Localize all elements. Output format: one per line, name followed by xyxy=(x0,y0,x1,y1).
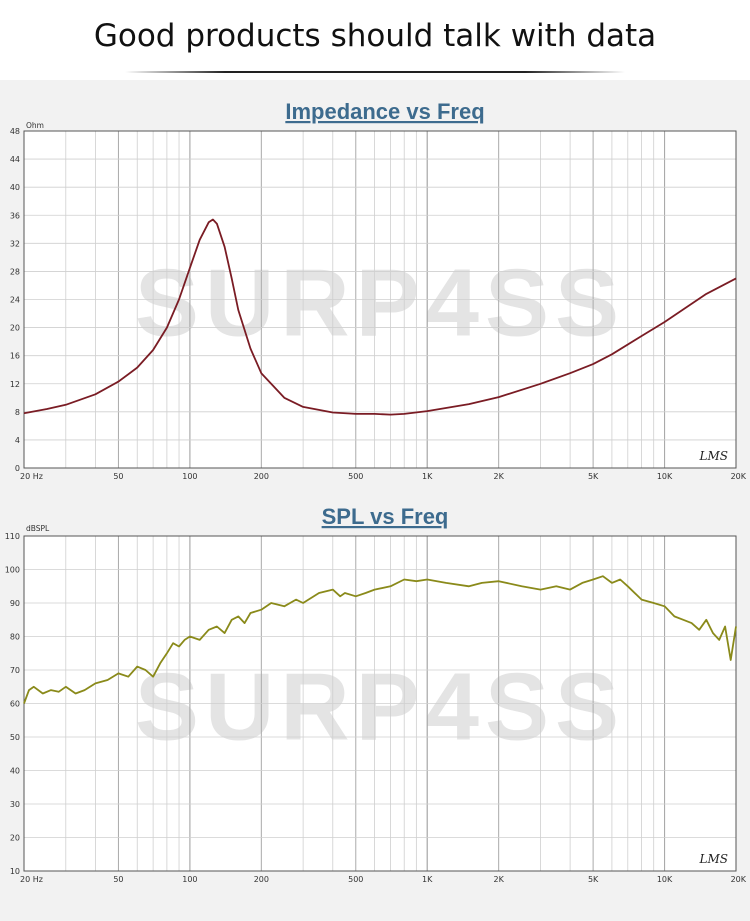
y-tick-label: 20 xyxy=(10,834,20,843)
y-tick-label: 100 xyxy=(5,566,20,575)
page-heading: Good products should talk with data xyxy=(93,18,657,54)
lms-logo: LMS xyxy=(699,449,728,463)
x-tick-label: 200 xyxy=(254,472,269,481)
series-line xyxy=(23,575,737,704)
x-tick-label: 200 xyxy=(254,875,269,884)
y-tick-label: 32 xyxy=(10,239,20,248)
x-tick-label: 20 Hz xyxy=(20,472,43,481)
x-tick-label: 50 xyxy=(113,472,123,481)
chart-spl: SURP4SS 10 20 30 40 50 60 70 80 90 100 110 dBSPL 20 H… xyxy=(5,504,747,884)
y-tick-label: 24 xyxy=(10,296,20,305)
y-tick-label: 48 xyxy=(10,127,20,136)
y-tick-label: 16 xyxy=(10,352,20,361)
y-tick-label: 60 xyxy=(10,700,20,709)
chart-title: SPL vs Freq xyxy=(322,504,449,529)
y-tick-label: 50 xyxy=(10,733,20,742)
y-tick-label: 80 xyxy=(10,633,20,642)
y-tick-label: 110 xyxy=(5,532,20,541)
y-tick-label: 70 xyxy=(10,666,20,675)
x-tick-label: 1K xyxy=(422,472,433,481)
x-tick-label: 20K xyxy=(731,875,747,884)
watermark: SURP4SS xyxy=(135,654,625,761)
x-tick-label: 10K xyxy=(657,472,673,481)
y-tick-label: 44 xyxy=(10,155,20,164)
y-tick-label: 12 xyxy=(10,380,20,389)
heading-underline xyxy=(125,71,625,73)
x-tick-label: 500 xyxy=(348,875,363,884)
x-tick-label: 50 xyxy=(113,875,123,884)
x-tick-label: 10K xyxy=(657,875,673,884)
y-tick-label: 4 xyxy=(15,436,20,445)
x-tick-label: 20K xyxy=(731,472,747,481)
x-tick-label: 1K xyxy=(422,875,433,884)
y-tick-label: 10 xyxy=(10,867,20,876)
x-tick-label: 5K xyxy=(588,472,599,481)
x-tick-label: 2K xyxy=(493,875,504,884)
x-tick-label: 20 Hz xyxy=(20,875,43,884)
chart-title: Impedance vs Freq xyxy=(285,99,484,124)
plot-border xyxy=(23,130,737,469)
y-tick-label: 90 xyxy=(10,599,20,608)
y-tick-label: 30 xyxy=(10,800,20,809)
series-line xyxy=(23,218,737,416)
lms-logo: LMS xyxy=(699,852,728,866)
header: Good products should talk with data xyxy=(0,0,750,80)
y-tick-label: 0 xyxy=(15,464,20,473)
y-tick-label: 36 xyxy=(10,211,20,220)
y-tick-label: 40 xyxy=(10,183,20,192)
watermark: SURP4SS xyxy=(135,250,625,357)
x-tick-label: 100 xyxy=(182,472,197,481)
y-tick-label: 40 xyxy=(10,767,20,776)
y-tick-label: 20 xyxy=(10,324,20,333)
x-tick-label: 5K xyxy=(588,875,599,884)
x-tick-label: 2K xyxy=(493,472,504,481)
y-tick-label: 8 xyxy=(15,408,20,417)
y-axis-unit: Ohm xyxy=(26,121,44,130)
x-tick-label: 100 xyxy=(182,875,197,884)
y-tick-label: 28 xyxy=(10,267,20,276)
x-tick-label: 500 xyxy=(348,472,363,481)
y-axis-unit: dBSPL xyxy=(26,524,50,533)
